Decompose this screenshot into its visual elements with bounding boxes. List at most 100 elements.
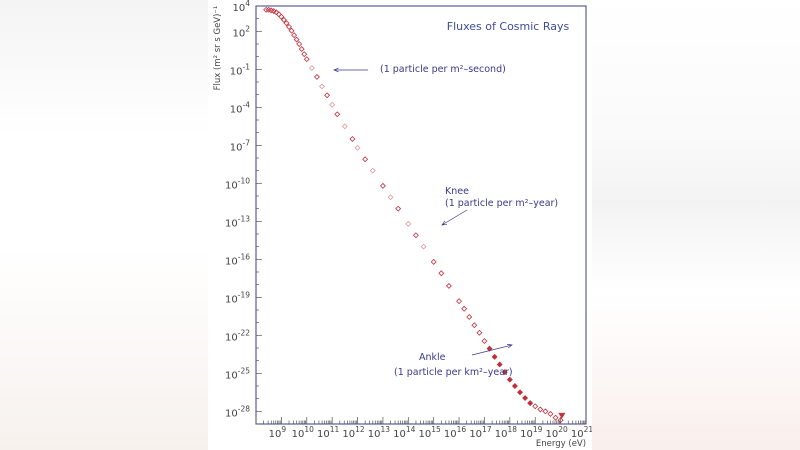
data-point bbox=[517, 389, 523, 396]
data-point bbox=[501, 369, 508, 376]
annotation-label: Ankle bbox=[419, 352, 446, 363]
x-tick-label: 1017 bbox=[469, 425, 492, 440]
data-point bbox=[293, 36, 300, 43]
x-axis-title: Energy (eV) bbox=[536, 439, 586, 449]
data-point bbox=[273, 9, 280, 16]
y-tick-label: 102 bbox=[232, 24, 250, 39]
left-background bbox=[0, 0, 208, 450]
data-point bbox=[491, 353, 498, 360]
y-tick-label: 10-10 bbox=[225, 176, 250, 191]
x-tick-label: 1018 bbox=[495, 425, 518, 440]
data-point bbox=[552, 414, 559, 421]
x-tick-label: 1013 bbox=[368, 425, 391, 440]
data-point bbox=[334, 111, 341, 118]
data-point bbox=[395, 205, 402, 212]
x-tick-label: 1014 bbox=[393, 425, 416, 440]
data-point bbox=[537, 406, 544, 413]
annotation-arrowhead bbox=[333, 67, 339, 73]
data-point bbox=[445, 282, 452, 289]
x-tick-labels: 109 1010 1011 1012 1013 1014 1015 1016 1017 1018 1… bbox=[269, 425, 592, 440]
data-point bbox=[486, 345, 493, 352]
data-point bbox=[557, 417, 564, 424]
cosmic-ray-flux-figure: Fluxes of Cosmic Rays Flux (m² sr s GeV)… bbox=[208, 0, 592, 450]
annotations: (1 particle per m²–second)Knee(1 particl… bbox=[333, 64, 558, 378]
annotation-label: (1 particle per km²–year) bbox=[394, 367, 513, 378]
data-point bbox=[522, 395, 529, 401]
y-tick-label: 10-1 bbox=[230, 62, 250, 77]
data-point bbox=[532, 403, 539, 410]
annotation-label: (1 particle per m²–year) bbox=[445, 198, 558, 209]
data-point bbox=[481, 338, 488, 344]
y-tick-label: 104 bbox=[232, 0, 250, 14]
annotation-arrow bbox=[471, 344, 513, 356]
data-point bbox=[324, 92, 331, 99]
annotation-arrowhead bbox=[507, 343, 513, 349]
data-point bbox=[412, 232, 419, 239]
data-point bbox=[298, 46, 305, 53]
data-points bbox=[263, 6, 566, 424]
annotation-label: Knee bbox=[445, 186, 469, 197]
data-point bbox=[466, 314, 473, 320]
data-point bbox=[308, 65, 315, 72]
x-tick-label: 1020 bbox=[545, 425, 568, 440]
data-point bbox=[341, 123, 348, 130]
data-point bbox=[547, 410, 554, 417]
data-point bbox=[496, 361, 503, 368]
data-point bbox=[319, 83, 325, 90]
data-point bbox=[313, 73, 320, 80]
y-tick-label: 10-25 bbox=[225, 366, 250, 381]
y-tick-labels: 104 102 10-1 10-4 10-7 10-10 10-13 10-16 10-19 10… bbox=[225, 0, 250, 419]
data-point bbox=[296, 41, 303, 47]
annotation-arrowhead bbox=[441, 220, 447, 226]
data-point bbox=[387, 194, 394, 201]
y-tick-label: 10-22 bbox=[225, 328, 250, 343]
x-tick-label: 1012 bbox=[342, 425, 365, 440]
data-point bbox=[420, 243, 427, 250]
y-tick-label: 10-16 bbox=[225, 252, 250, 267]
chart-title: Fluxes of Cosmic Rays bbox=[447, 20, 570, 33]
data-point bbox=[349, 136, 356, 142]
annotation-arrow bbox=[441, 209, 468, 226]
data-point bbox=[558, 412, 566, 419]
y-tick-label: 10-4 bbox=[230, 100, 250, 115]
data-point bbox=[354, 144, 361, 151]
x-tick-label: 109 bbox=[269, 425, 287, 440]
y-tick-label: 10-28 bbox=[225, 404, 250, 419]
y-tick-label: 10-13 bbox=[225, 214, 250, 229]
data-point bbox=[438, 270, 445, 277]
data-point bbox=[301, 51, 308, 58]
data-point bbox=[329, 101, 336, 108]
data-point bbox=[527, 400, 534, 407]
axis-ticks bbox=[255, 5, 586, 425]
x-tick-label: 1010 bbox=[292, 425, 315, 440]
data-point bbox=[288, 27, 295, 34]
data-point bbox=[542, 408, 549, 415]
y-tick-label: 10-19 bbox=[225, 290, 250, 305]
data-point bbox=[303, 56, 310, 63]
x-tick-label: 1021 bbox=[571, 425, 592, 440]
data-point bbox=[286, 23, 292, 30]
x-tick-label: 1019 bbox=[520, 425, 543, 440]
annotation-label: (1 particle per m²–second) bbox=[380, 64, 506, 75]
data-point bbox=[263, 6, 270, 13]
data-point bbox=[379, 182, 386, 189]
data-point bbox=[270, 8, 277, 15]
data-point bbox=[456, 298, 463, 305]
plot-frame bbox=[255, 5, 587, 425]
y-axis-title: Flux (m² sr s GeV)⁻¹ bbox=[213, 6, 223, 91]
data-point bbox=[278, 13, 285, 20]
data-point bbox=[405, 220, 412, 227]
data-point bbox=[369, 167, 376, 174]
data-point bbox=[362, 156, 369, 163]
data-point bbox=[471, 322, 478, 329]
x-tick-label: 1011 bbox=[317, 425, 340, 440]
data-point bbox=[430, 258, 437, 265]
data-point bbox=[291, 32, 298, 39]
x-tick-label: 1016 bbox=[444, 425, 467, 440]
data-point bbox=[511, 383, 518, 389]
flux-chart: Fluxes of Cosmic Rays Flux (m² sr s GeV)… bbox=[213, 0, 592, 449]
data-point bbox=[506, 376, 513, 383]
data-point bbox=[461, 305, 468, 312]
data-point bbox=[283, 20, 290, 27]
right-background bbox=[592, 0, 800, 450]
